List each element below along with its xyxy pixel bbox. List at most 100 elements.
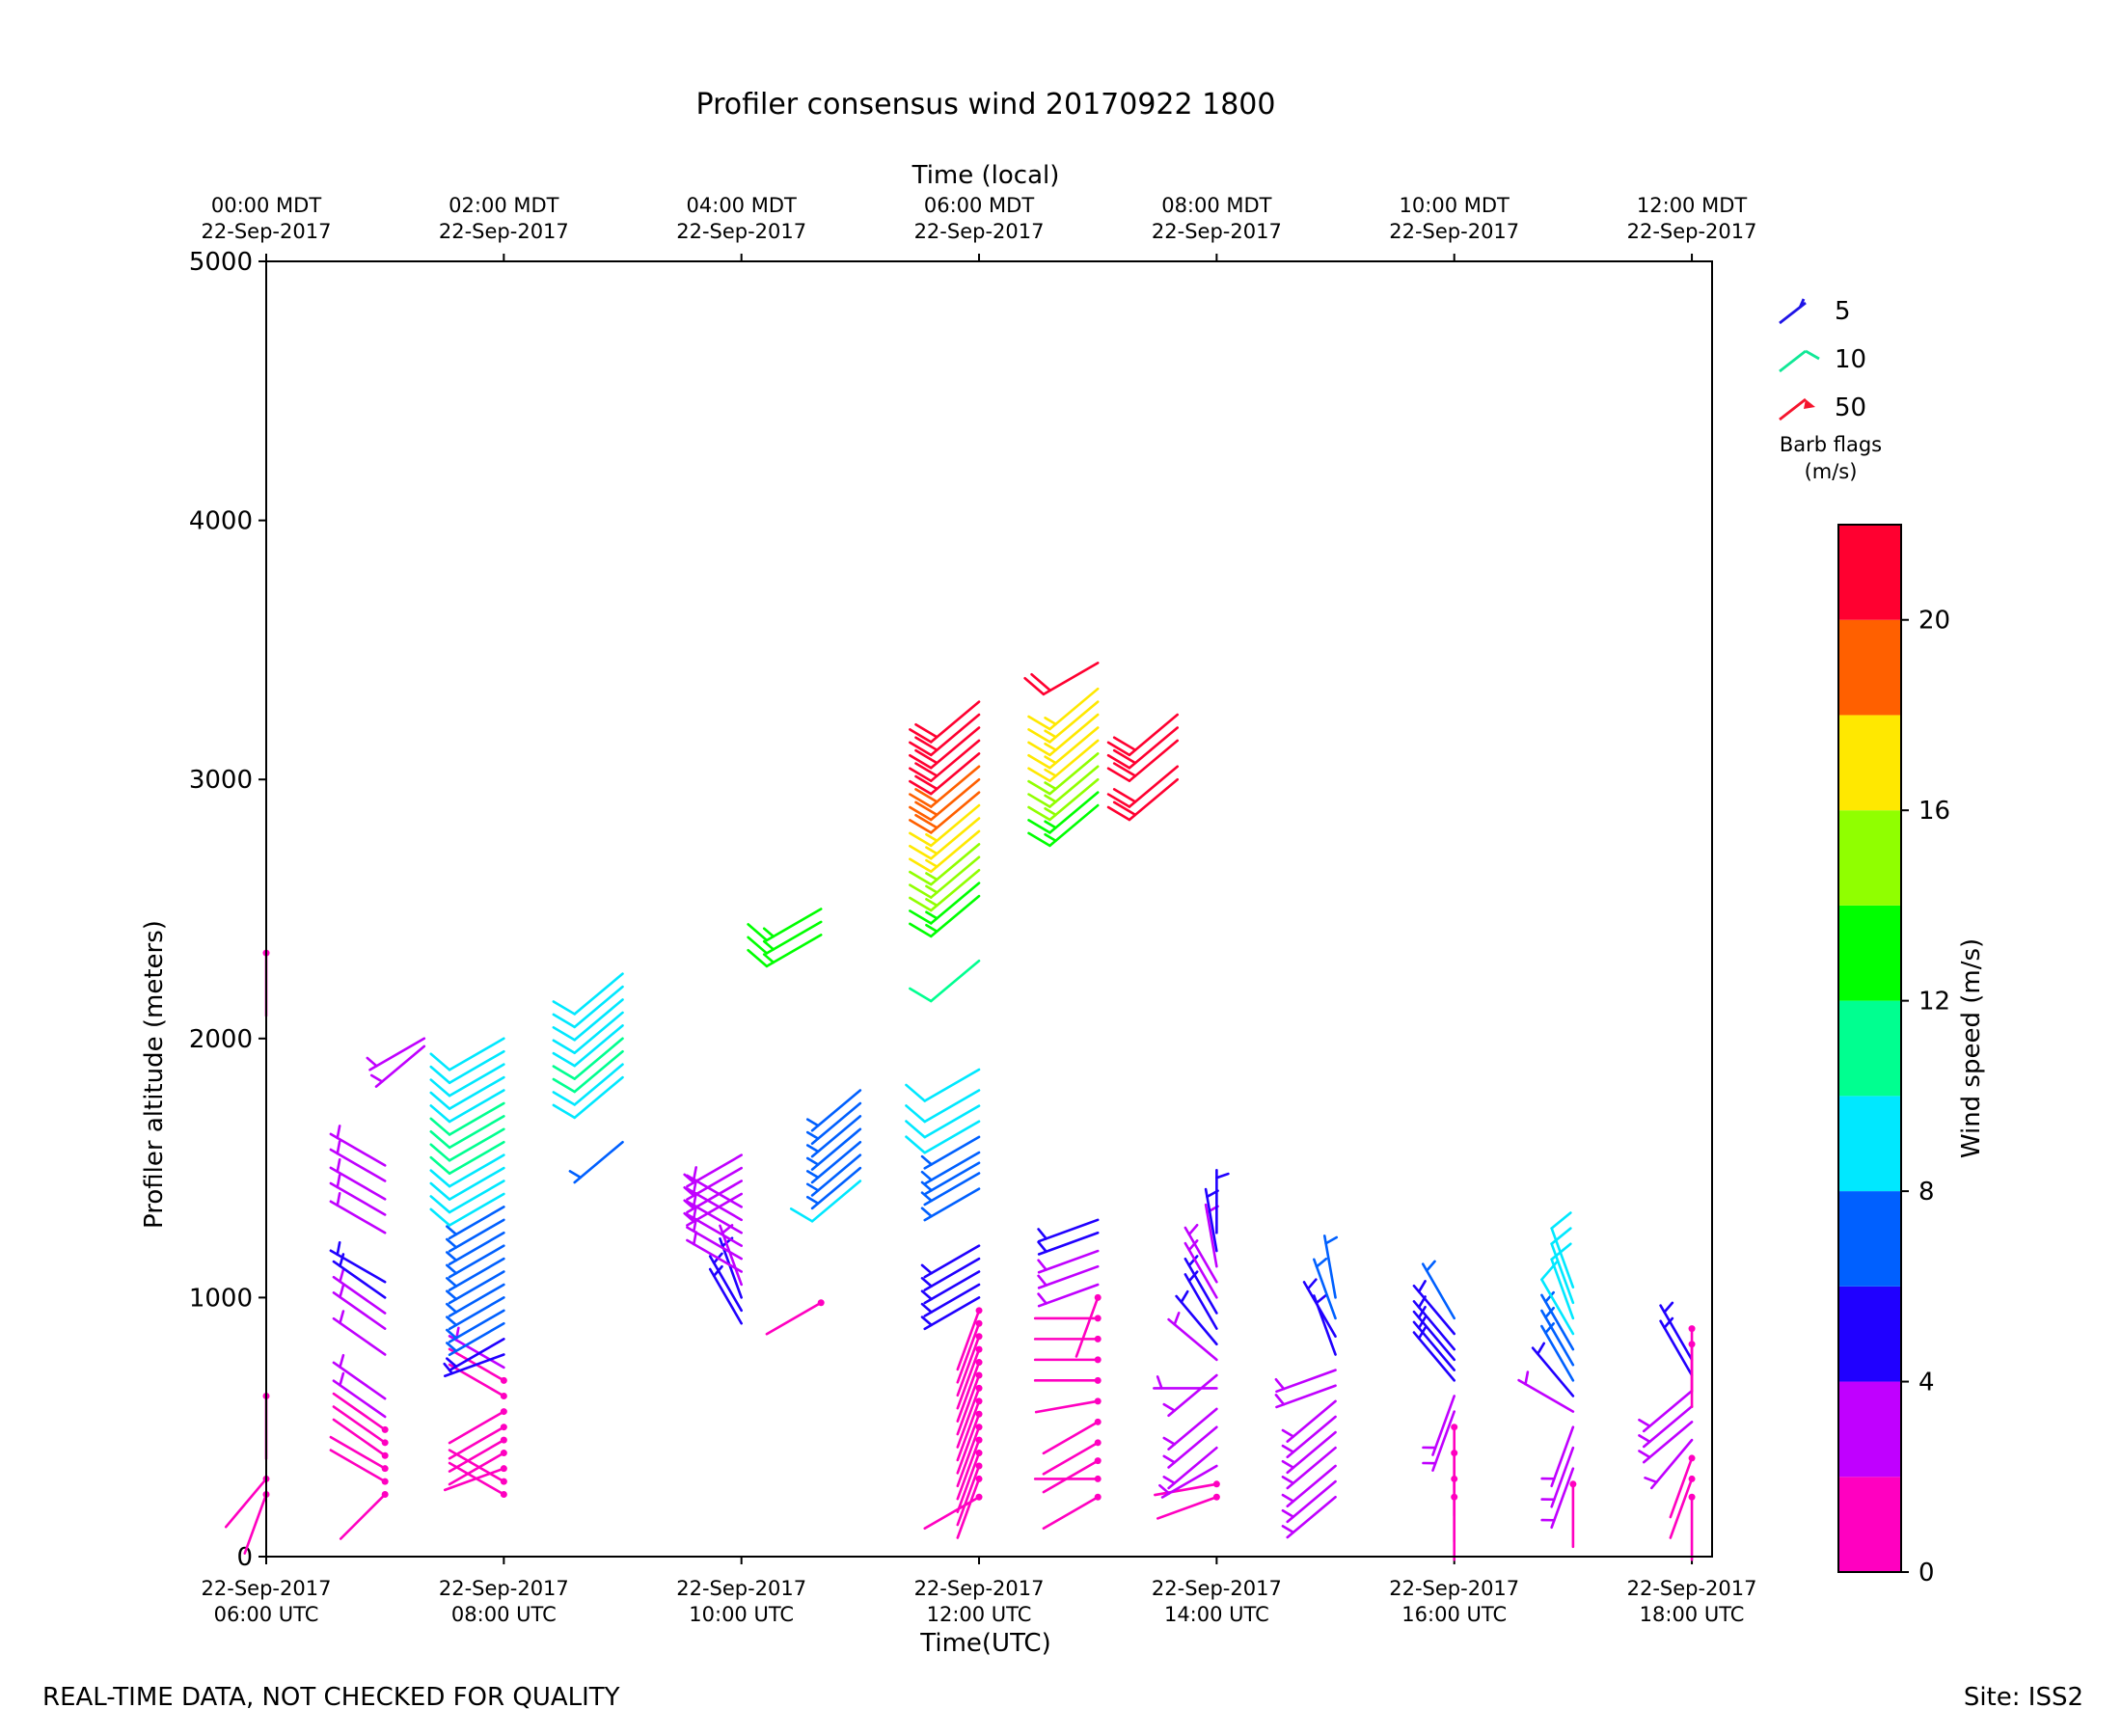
wind-barb [1550,1227,1575,1305]
barb-shaft [1128,713,1180,757]
barb-shaft [448,1063,505,1098]
wind-barb [1669,1454,1696,1519]
barb-feather [1638,1434,1651,1444]
wind-barb [1540,1260,1575,1336]
barb-shaft [1286,1495,1337,1539]
wind-barb [805,1140,862,1184]
barb-feather [1044,755,1057,765]
barb-shaft [374,1044,426,1088]
wind-barb [956,1384,983,1449]
barb-feather [552,1091,577,1106]
barb-shaft [1042,662,1100,696]
barb-feather [1162,1454,1177,1464]
barb-shaft [1167,1446,1218,1490]
wind-barb [1106,777,1180,822]
barb-feather [552,1026,577,1042]
barb-shaft [929,791,981,834]
top-tick-label-date: 22-Sep-2017 [914,220,1045,243]
barb-shaft [923,1257,981,1291]
barb-shaft [332,1291,387,1330]
barb-feather [1106,767,1131,782]
wind-barb [1075,1293,1102,1358]
wind-barb [1659,1316,1694,1377]
barb-shaft [1183,1241,1218,1299]
wind-barb [1042,1439,1102,1476]
footer-site: Site: ISS2 [1964,1683,2083,1712]
wind-barb [429,1115,505,1150]
barb-feather [1112,736,1137,751]
barb-shaft [1412,1284,1456,1336]
barb-shaft [1286,1464,1337,1508]
barb-shaft [448,1296,505,1331]
barb-shaft [573,985,624,1029]
wind-barb [1042,1457,1102,1494]
barb-feather [552,1039,577,1055]
barb-feather [1158,1483,1171,1495]
barb-shaft [923,1161,981,1196]
wind-barb [1033,1315,1102,1322]
wind-barb [909,882,981,925]
colorbar-bin [1838,525,1901,620]
barb-feather [762,927,775,938]
barb-shaft [332,1379,387,1419]
barb-feather [1638,1450,1651,1459]
wind-barb [920,1296,981,1331]
barb-shaft [810,1166,862,1210]
wind-barb [1027,687,1100,731]
barb-feather [914,813,939,829]
barb-shaft [1286,1446,1337,1490]
barb-shaft [448,1335,505,1370]
wind-barb [789,1180,862,1223]
barb-shaft [923,1187,981,1222]
wind-barb [1033,1335,1102,1343]
wind-barb [956,1319,983,1384]
wind-barb [805,1115,862,1158]
wind-barb [683,1153,743,1188]
wind-barb [1540,1306,1575,1367]
wind-barb [1517,1370,1575,1413]
barb-shaft [923,1068,981,1102]
barb-shaft [686,1166,743,1201]
barb-shaft [1167,1425,1218,1469]
wind-barb [1422,1410,1456,1472]
barb-shaft [1048,777,1100,822]
wind-barb [448,1408,507,1445]
barb-feather [1106,793,1131,808]
barb-shaft [810,1089,862,1132]
wind-barb [1183,1270,1218,1330]
barb-feather [429,1078,451,1098]
wind-barb [956,1333,983,1397]
barb-shaft [810,1115,862,1158]
barb-feather [805,1156,820,1166]
wind-barb [1531,1342,1575,1397]
barb-shaft [923,1270,981,1305]
barb-shaft [1075,1296,1100,1358]
wind-barb [1659,1301,1694,1362]
barb-shaft [1659,1319,1694,1377]
barb-shaft [573,1140,624,1184]
wind-barb [1034,1397,1102,1414]
wind-barb [446,1283,505,1317]
wind-barb [332,1392,389,1433]
barb-feather [1027,715,1051,731]
barb-shaft [686,1180,743,1214]
barb-feather [920,1154,933,1166]
barb-shaft [1183,1226,1218,1284]
wind-barb [1037,1283,1100,1308]
barb-shaft [1275,1369,1337,1394]
x-tick-label-date: 22-Sep-2017 [202,1577,332,1600]
wind-barb [1281,1479,1337,1524]
barb-feather [1044,768,1057,777]
barb-shaft [923,1283,981,1317]
barb-feather [920,1277,933,1288]
wind-barb [1322,1234,1339,1299]
barb-feather [429,1129,451,1150]
wind-barb [1106,726,1180,770]
barb-feather [1023,676,1046,696]
y-tick-label: 5000 [189,248,253,277]
barb-feather [336,1174,341,1189]
barb-feather [693,1166,697,1181]
barb-feather [568,1170,583,1180]
barb-feather [1027,767,1051,782]
wind-barb [1153,1375,1218,1390]
